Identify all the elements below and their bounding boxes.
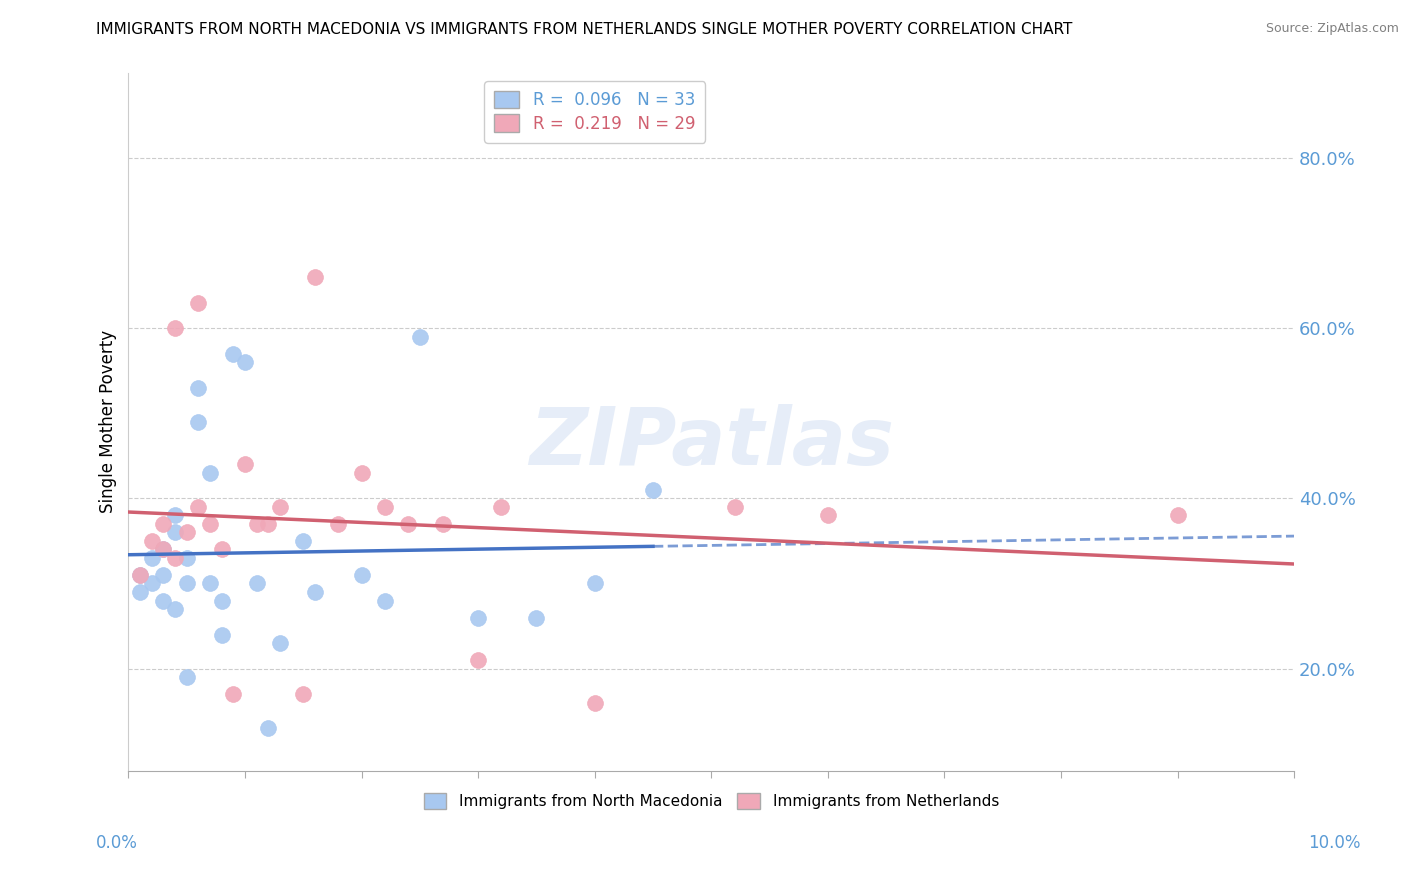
Point	[350, 568, 373, 582]
Point	[141, 533, 163, 548]
Point	[176, 576, 198, 591]
Point	[187, 381, 209, 395]
Point	[723, 500, 745, 514]
Point	[165, 602, 187, 616]
Legend: Immigrants from North Macedonia, Immigrants from Netherlands: Immigrants from North Macedonia, Immigra…	[418, 787, 1005, 815]
Point	[467, 653, 489, 667]
Point	[165, 321, 187, 335]
Text: 10.0%: 10.0%	[1309, 834, 1361, 852]
Point	[198, 466, 221, 480]
Point	[176, 525, 198, 540]
Point	[583, 696, 606, 710]
Point	[165, 525, 187, 540]
Point	[233, 458, 256, 472]
Point	[269, 500, 291, 514]
Point	[198, 516, 221, 531]
Point	[152, 542, 174, 557]
Point	[350, 466, 373, 480]
Point	[152, 568, 174, 582]
Point	[222, 687, 245, 701]
Point	[246, 576, 269, 591]
Point	[165, 551, 187, 566]
Point	[817, 508, 839, 523]
Point	[257, 516, 280, 531]
Point	[211, 627, 233, 641]
Point	[129, 568, 152, 582]
Point	[396, 516, 419, 531]
Point	[304, 270, 326, 285]
Point	[374, 593, 396, 607]
Point	[328, 516, 350, 531]
Point	[176, 670, 198, 684]
Point	[304, 585, 326, 599]
Point	[176, 551, 198, 566]
Point	[129, 568, 152, 582]
Point	[211, 593, 233, 607]
Point	[233, 355, 256, 369]
Point	[526, 610, 548, 624]
Point	[165, 508, 187, 523]
Point	[187, 295, 209, 310]
Point	[269, 636, 291, 650]
Point	[432, 516, 454, 531]
Point	[374, 500, 396, 514]
Point	[641, 483, 664, 497]
Point	[187, 415, 209, 429]
Point	[187, 500, 209, 514]
Point	[292, 687, 315, 701]
Point	[1167, 508, 1189, 523]
Point	[152, 593, 174, 607]
Point	[292, 533, 315, 548]
Point	[152, 516, 174, 531]
Point	[211, 542, 233, 557]
Point	[198, 576, 221, 591]
Text: 0.0%: 0.0%	[96, 834, 138, 852]
Text: IMMIGRANTS FROM NORTH MACEDONIA VS IMMIGRANTS FROM NETHERLANDS SINGLE MOTHER POV: IMMIGRANTS FROM NORTH MACEDONIA VS IMMIG…	[96, 22, 1071, 37]
Point	[467, 610, 489, 624]
Point	[257, 721, 280, 735]
Text: ZIPatlas: ZIPatlas	[529, 404, 894, 482]
Point	[583, 576, 606, 591]
Point	[129, 585, 152, 599]
Point	[246, 516, 269, 531]
Point	[409, 330, 432, 344]
Y-axis label: Single Mother Poverty: Single Mother Poverty	[100, 330, 117, 514]
Point	[152, 542, 174, 557]
Point	[141, 576, 163, 591]
Text: Source: ZipAtlas.com: Source: ZipAtlas.com	[1265, 22, 1399, 36]
Point	[222, 347, 245, 361]
Point	[491, 500, 513, 514]
Point	[141, 551, 163, 566]
